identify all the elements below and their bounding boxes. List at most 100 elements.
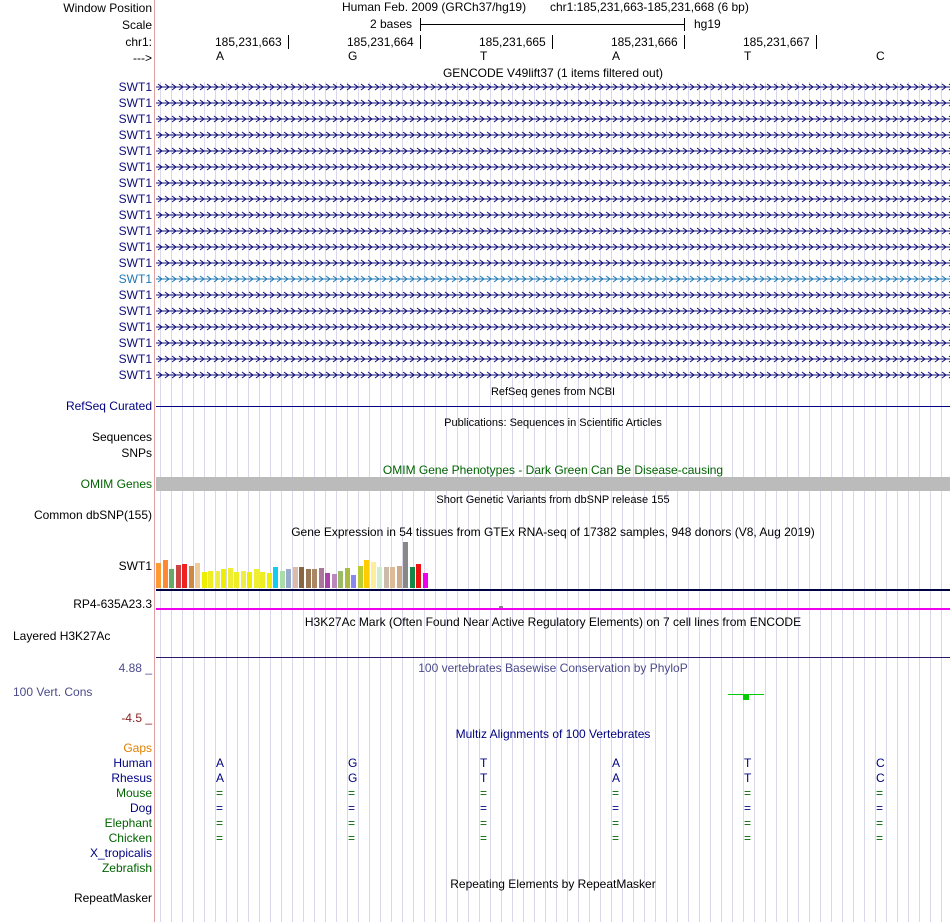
gencode-transcript-label[interactable]: SWT1 — [118, 352, 152, 366]
gencode-transcript[interactable] — [156, 192, 950, 206]
gencode-transcript[interactable] — [156, 160, 950, 174]
gencode-transcript-label[interactable]: SWT1 — [118, 176, 152, 190]
gtex-tissue-bar[interactable] — [331, 574, 337, 588]
gencode-transcript-label[interactable]: SWT1 — [118, 272, 152, 286]
gtex-tissue-bar[interactable] — [175, 565, 181, 588]
gencode-transcript-label[interactable]: SWT1 — [118, 288, 152, 302]
gencode-transcript[interactable] — [156, 368, 950, 382]
layered-h3k27ac-label[interactable]: Layered H3K27Ac — [13, 629, 111, 643]
gtex-tissue-bar[interactable] — [318, 568, 324, 588]
gtex-tissue-bar[interactable] — [266, 573, 272, 588]
gtex-tissue-bar[interactable] — [351, 575, 356, 588]
multiz-species-label[interactable]: Human — [113, 756, 152, 770]
gtex-tissue-bar[interactable] — [286, 569, 291, 588]
gtex-tissue-bar[interactable] — [292, 567, 298, 588]
gtex-tissue-bar[interactable] — [156, 563, 161, 588]
multiz-species-label[interactable]: X_tropicalis — [89, 846, 152, 860]
gencode-transcript-label[interactable]: SWT1 — [118, 192, 152, 206]
gencode-transcript[interactable] — [156, 128, 950, 142]
refseq-curated-label[interactable]: RefSeq Curated — [65, 399, 152, 413]
gencode-transcript-label[interactable]: SWT1 — [118, 320, 152, 334]
gencode-transcript[interactable] — [156, 320, 950, 334]
gencode-transcript[interactable] — [156, 96, 950, 110]
gencode-transcript[interactable] — [156, 336, 950, 350]
gencode-transcript-label[interactable]: SWT1 — [118, 80, 152, 94]
vert-cons-label[interactable]: 100 Vert. Cons — [13, 685, 93, 699]
gtex-tissue-bar[interactable] — [416, 564, 421, 588]
gencode-transcript-label[interactable]: SWT1 — [118, 224, 152, 238]
repeatmasker-label[interactable]: RepeatMasker — [73, 891, 152, 905]
gtex-tissue-bar[interactable] — [234, 572, 239, 588]
gencode-transcript-label[interactable]: SWT1 — [118, 160, 152, 174]
gtex-tissue-bar[interactable] — [188, 566, 194, 588]
multiz-species-label[interactable]: Rhesus — [111, 771, 152, 785]
gtex-tissue-bar[interactable] — [325, 573, 330, 588]
gtex-tissue-bar[interactable] — [227, 568, 233, 588]
gencode-transcript-label[interactable]: SWT1 — [118, 240, 152, 254]
gencode-transcript[interactable] — [156, 256, 950, 270]
gtex-tissue-bar[interactable] — [195, 563, 200, 588]
gtex-tissue-bar[interactable] — [240, 571, 246, 588]
gencode-transcript[interactable] — [156, 144, 950, 158]
gencode-transcript[interactable] — [156, 224, 950, 238]
track-image-area[interactable]: Human Feb. 2009 (GRCh37/hg19) chr1:185,2… — [156, 0, 950, 922]
gencode-transcript-label[interactable]: SWT1 — [118, 128, 152, 142]
multiz-species-label[interactable]: Chicken — [108, 831, 152, 845]
gtex-tissue-bar[interactable] — [383, 567, 389, 588]
gtex-rp4-label[interactable]: RP4-635A23.3 — [73, 597, 152, 611]
gencode-transcript[interactable] — [156, 80, 950, 94]
gencode-transcript-label[interactable]: SWT1 — [118, 96, 152, 110]
gtex-tissue-bar[interactable] — [201, 572, 207, 588]
gtex-swt1-label[interactable]: SWT1 — [118, 559, 152, 573]
gtex-tissue-bar[interactable] — [221, 569, 226, 588]
multiz-species-label[interactable]: Mouse — [115, 786, 152, 800]
gencode-transcript[interactable] — [156, 240, 950, 254]
omim-gene-bar[interactable] — [156, 477, 950, 491]
gencode-transcript[interactable] — [156, 352, 950, 366]
gtex-tissue-bar[interactable] — [299, 567, 304, 588]
gtex-tissue-bar[interactable] — [390, 567, 395, 588]
gtex-tissue-bar[interactable] — [214, 571, 220, 588]
omim-genes-label[interactable]: OMIM Genes — [80, 477, 152, 491]
gtex-tissue-bar[interactable] — [338, 571, 343, 588]
gencode-transcript[interactable] — [156, 288, 950, 302]
gtex-tissue-bar[interactable] — [344, 568, 350, 588]
gencode-transcript-label[interactable]: SWT1 — [118, 336, 152, 350]
common-dbsnp-label[interactable]: Common dbSNP(155) — [33, 508, 152, 522]
gencode-transcript[interactable] — [156, 176, 950, 190]
gtex-tissue-bar[interactable] — [370, 562, 376, 588]
gtex-tissue-bar[interactable] — [182, 564, 187, 588]
gtex-tissue-bar[interactable] — [357, 566, 363, 588]
gtex-tissue-bar[interactable] — [312, 569, 317, 588]
gencode-transcript-label[interactable]: SWT1 — [118, 368, 152, 382]
gencode-transcript-label[interactable]: SWT1 — [118, 112, 152, 126]
gencode-transcript-label[interactable]: SWT1 — [118, 208, 152, 222]
multiz-species-label[interactable]: Zebrafish — [101, 861, 152, 875]
gtex-tissue-bar[interactable] — [422, 573, 428, 588]
gencode-transcript-label[interactable]: SWT1 — [118, 304, 152, 318]
gtex-tissue-bar[interactable] — [279, 571, 285, 588]
gtex-tissue-bar[interactable] — [409, 567, 415, 588]
gtex-tissue-bar[interactable] — [273, 567, 278, 588]
gtex-tissue-bar[interactable] — [247, 572, 252, 588]
gtex-tissue-bar[interactable] — [208, 571, 213, 588]
gtex-tissue-bar[interactable] — [364, 560, 369, 588]
gtex-tissue-bar[interactable] — [169, 569, 174, 588]
gtex-tissue-bar[interactable] — [396, 566, 402, 588]
gtex-tissue-bar[interactable] — [253, 569, 259, 588]
gencode-transcript-label[interactable]: SWT1 — [118, 144, 152, 158]
gtex-tissue-bar[interactable] — [403, 542, 408, 588]
gtex-tissue-bar[interactable] — [162, 560, 168, 588]
snps-label[interactable]: SNPs — [121, 446, 152, 460]
multiz-species-label[interactable]: Elephant — [104, 816, 152, 830]
refseq-gene-line[interactable] — [156, 406, 950, 407]
gencode-transcript[interactable] — [156, 272, 950, 286]
gencode-transcript-label[interactable]: SWT1 — [118, 256, 152, 270]
sequences-label[interactable]: Sequences — [91, 430, 152, 444]
gtex-tissue-bar[interactable] — [260, 572, 265, 588]
gencode-transcript[interactable] — [156, 112, 950, 126]
gencode-transcript[interactable] — [156, 304, 950, 318]
gencode-transcript[interactable] — [156, 208, 950, 222]
gtex-tissue-bar[interactable] — [377, 567, 382, 588]
multiz-species-label[interactable]: Dog — [129, 801, 152, 815]
